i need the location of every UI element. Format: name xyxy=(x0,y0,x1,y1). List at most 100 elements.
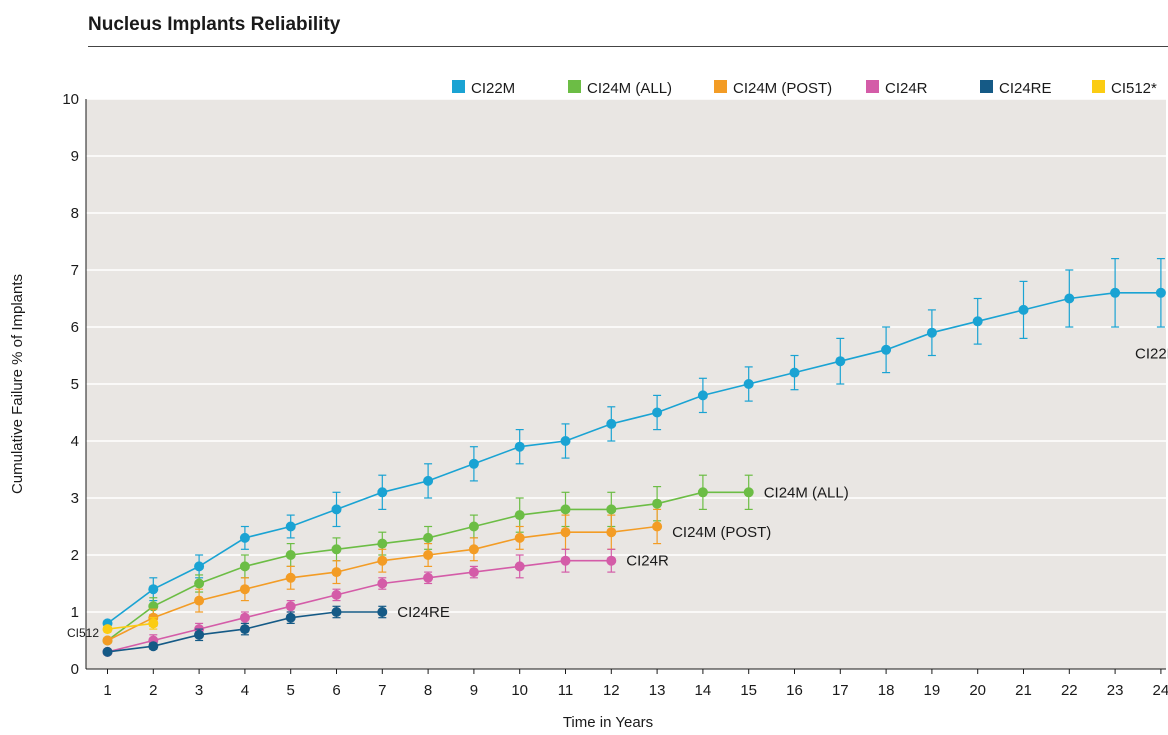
series-2: CI24M (POST) xyxy=(102,508,771,646)
data-point xyxy=(331,567,342,578)
legend-swatch xyxy=(568,80,581,93)
series-layer: CI22M CI24M (ALL) CI24M (POST)CI24R CI24RE C… xyxy=(67,258,1168,657)
legend: CI22M CI24M (ALL) CI24M (POST) CI24R CI24RE C… xyxy=(452,80,1157,97)
legend-item: CI24M (POST) xyxy=(714,80,832,97)
data-point xyxy=(560,504,571,515)
data-point xyxy=(377,607,388,617)
data-point xyxy=(743,379,754,389)
x-tick-label: 1 xyxy=(103,682,111,699)
y-tick-label: 3 xyxy=(71,490,79,507)
data-point xyxy=(606,418,617,429)
data-point xyxy=(102,646,113,657)
data-point xyxy=(468,567,479,578)
data-point xyxy=(835,356,846,367)
legend-item: CI24RE xyxy=(980,80,1052,97)
x-tick-label: 4 xyxy=(241,682,249,699)
data-point xyxy=(331,607,342,617)
x-tick-label: 5 xyxy=(287,682,295,699)
x-tick-label: 11 xyxy=(558,682,574,699)
data-point xyxy=(652,521,663,532)
series-5: CI512 xyxy=(67,617,159,640)
legend-label: CI512* xyxy=(1111,80,1157,97)
data-point xyxy=(652,407,663,418)
legend-item: CI22M xyxy=(452,80,515,97)
data-point xyxy=(514,561,525,572)
x-tick-label: 15 xyxy=(740,682,757,699)
x-tick-label: 24 xyxy=(1153,682,1168,699)
x-tick-label: 13 xyxy=(649,682,666,699)
data-point xyxy=(331,589,342,600)
data-point xyxy=(1018,304,1029,315)
data-point xyxy=(1110,287,1121,298)
data-point xyxy=(881,344,892,355)
data-point xyxy=(468,521,479,532)
legend-item: CI24R xyxy=(866,80,928,97)
data-point xyxy=(1155,287,1166,298)
data-point xyxy=(606,555,617,566)
data-point xyxy=(239,624,250,635)
x-tick-label: 7 xyxy=(378,682,386,699)
series-line xyxy=(107,291,1161,625)
data-point xyxy=(743,487,754,498)
legend-swatch xyxy=(1092,80,1105,93)
series-line xyxy=(107,622,154,630)
series-1: CI24M (ALL) xyxy=(102,474,849,646)
data-point xyxy=(194,561,205,572)
data-point xyxy=(239,561,250,572)
data-point xyxy=(606,527,617,538)
title-divider xyxy=(88,46,1168,47)
x-tick-label: 20 xyxy=(969,682,986,699)
data-point xyxy=(789,367,800,378)
y-tick-label: 6 xyxy=(71,319,79,336)
series-3: CI24R xyxy=(102,548,669,657)
data-point xyxy=(194,578,205,589)
legend-swatch xyxy=(866,80,879,93)
data-point xyxy=(1064,293,1075,304)
legend-label: CI24M (ALL) xyxy=(587,80,672,97)
data-point xyxy=(560,527,571,538)
x-tick-label: 3 xyxy=(195,682,203,699)
data-point xyxy=(697,487,708,498)
x-axis-title: Time in Years xyxy=(563,714,653,731)
series-end-label: CI22M xyxy=(1135,345,1168,362)
data-point xyxy=(285,550,296,560)
series-line xyxy=(107,559,612,653)
data-point xyxy=(194,629,205,640)
x-tick-label: 12 xyxy=(603,682,620,699)
y-tick-label: 8 xyxy=(71,205,79,222)
data-point xyxy=(285,521,296,532)
data-point xyxy=(102,635,113,646)
data-point xyxy=(239,532,250,543)
x-tick-label: 23 xyxy=(1107,682,1124,699)
legend-swatch xyxy=(714,80,727,93)
y-tick-label: 0 xyxy=(71,661,79,678)
series-end-label: CI24R xyxy=(626,553,669,570)
x-tick-label: 16 xyxy=(786,682,803,699)
y-tick-label: 7 xyxy=(71,262,79,279)
data-point xyxy=(377,578,388,589)
data-point xyxy=(926,327,937,338)
y-tick-label: 5 xyxy=(71,376,79,393)
x-tick-label: 14 xyxy=(695,682,712,699)
x-tick-label: 8 xyxy=(424,682,432,699)
data-point xyxy=(377,555,388,566)
legend-item: CI24M (ALL) xyxy=(568,80,672,97)
data-point xyxy=(423,475,434,486)
data-point xyxy=(285,612,296,623)
data-point xyxy=(239,584,250,595)
legend-swatch xyxy=(452,80,465,93)
series-4: CI24RE xyxy=(102,604,450,657)
data-point xyxy=(514,441,525,452)
data-point xyxy=(560,555,571,566)
data-point xyxy=(285,572,296,583)
y-tick-label: 4 xyxy=(71,433,79,450)
data-point xyxy=(285,601,296,612)
data-point xyxy=(148,618,159,629)
y-tick-label: 10 xyxy=(62,91,79,108)
legend-label: CI24RE xyxy=(999,80,1052,97)
y-tick-label: 1 xyxy=(71,604,79,621)
data-point xyxy=(560,436,571,446)
data-point xyxy=(102,624,113,635)
